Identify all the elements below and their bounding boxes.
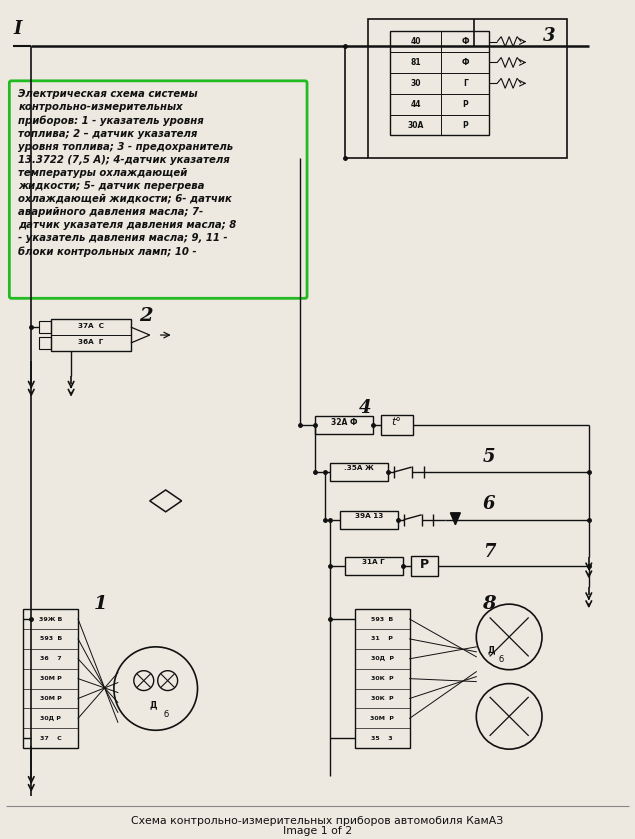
Text: Г: Г [463, 79, 468, 88]
Text: 7: 7 [483, 543, 495, 560]
Text: Д: Д [150, 701, 157, 710]
Text: Схема контрольно-измерительных приборов автомобиля КамАЗ: Схема контрольно-измерительных приборов … [131, 816, 504, 826]
Text: 30К  Р: 30К Р [371, 696, 394, 701]
Text: Р: Р [462, 121, 468, 129]
Text: 30М Р: 30М Р [40, 696, 62, 701]
Bar [381, 415, 413, 435]
Text: 30М  Р: 30М Р [370, 716, 394, 721]
Text: 39А 13: 39А 13 [355, 513, 383, 519]
Text: 81: 81 [410, 58, 421, 67]
Text: Р: Р [420, 559, 429, 571]
Text: 30Д Р: 30Д Р [40, 716, 61, 721]
Bar [315, 416, 373, 435]
Text: 30К  Р: 30К Р [371, 676, 394, 681]
Text: 593  Б: 593 Б [371, 617, 393, 622]
Text: Р: Р [462, 100, 468, 109]
Text: 2: 2 [139, 307, 152, 326]
Bar [345, 557, 403, 576]
Text: 4: 4 [359, 399, 371, 417]
Bar [355, 609, 410, 748]
Bar [390, 31, 489, 135]
Text: 30А: 30А [408, 121, 424, 129]
Text: 31    Р: 31 Р [371, 637, 393, 641]
Bar [51, 319, 131, 351]
Text: 37А  С: 37А С [78, 323, 104, 329]
Text: 30: 30 [410, 79, 421, 88]
Text: 40: 40 [410, 37, 421, 46]
Text: б: б [163, 711, 168, 719]
Text: б: б [498, 654, 504, 664]
Text: .35А Ж: .35А Ж [344, 465, 374, 472]
Bar [23, 609, 78, 748]
Text: 30Д  Р: 30Д Р [371, 656, 394, 661]
Text: I: I [13, 20, 22, 38]
Text: 3: 3 [543, 27, 555, 45]
FancyBboxPatch shape [10, 81, 307, 299]
Text: 31А Г: 31А Г [363, 560, 385, 565]
Text: 36А  Г: 36А Г [78, 339, 104, 345]
Text: 8: 8 [483, 595, 496, 613]
Bar [368, 19, 567, 159]
Text: 30М Р: 30М Р [40, 676, 62, 681]
Text: t°: t° [392, 418, 402, 427]
Text: 1: 1 [94, 595, 108, 613]
Text: 35    3: 35 3 [371, 736, 393, 741]
Bar [330, 463, 388, 481]
Text: Ф: Ф [462, 58, 469, 67]
Bar [411, 556, 439, 576]
Text: 593  Б: 593 Б [39, 637, 62, 641]
Text: 39Ж Б: 39Ж Б [39, 617, 62, 622]
Bar [340, 511, 398, 529]
Text: Ф: Ф [462, 37, 469, 46]
Polygon shape [450, 513, 460, 524]
Text: 36    7: 36 7 [40, 656, 62, 661]
Text: Д: Д [488, 645, 495, 654]
Text: 37    С: 37 С [40, 736, 62, 741]
Bar [39, 337, 51, 349]
Text: 5: 5 [483, 448, 495, 466]
Bar [39, 321, 51, 333]
Text: 32А Ф: 32А Ф [331, 419, 357, 427]
Text: Image 1 of 2: Image 1 of 2 [283, 826, 352, 836]
Text: 6: 6 [483, 495, 495, 513]
Text: 44: 44 [410, 100, 421, 109]
Text: Электрическая схема системы
контрольно-измерительных
приборов: 1 - указатель уро: Электрическая схема системы контрольно-и… [18, 89, 237, 257]
